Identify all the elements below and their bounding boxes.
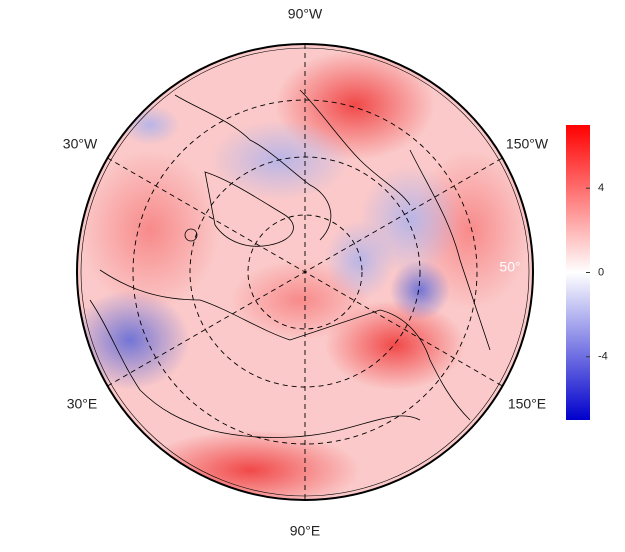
meridian-label: 90°W <box>288 6 323 22</box>
colorbar-tick-label: 0 <box>598 266 604 278</box>
parallel-label: 50° <box>499 259 520 275</box>
map-boundary <box>80 47 530 497</box>
colorbar-tick-label: 4 <box>598 182 604 194</box>
graticule <box>107 44 503 500</box>
meridian-label: 150°E <box>508 396 546 412</box>
colorbar-tick-label: -4 <box>598 351 608 363</box>
map-boundary <box>76 43 534 501</box>
meridian-label: 150°W <box>506 136 549 152</box>
meridian-label: 30°E <box>67 396 98 412</box>
meridian-label: 90°E <box>290 523 321 539</box>
colorbar: 4 0 -4 <box>566 125 608 420</box>
meridian-label: 30°W <box>63 136 98 152</box>
labels: 90°W 30°W 150°W 30°E 150°E 90°E 50° <box>63 6 549 539</box>
